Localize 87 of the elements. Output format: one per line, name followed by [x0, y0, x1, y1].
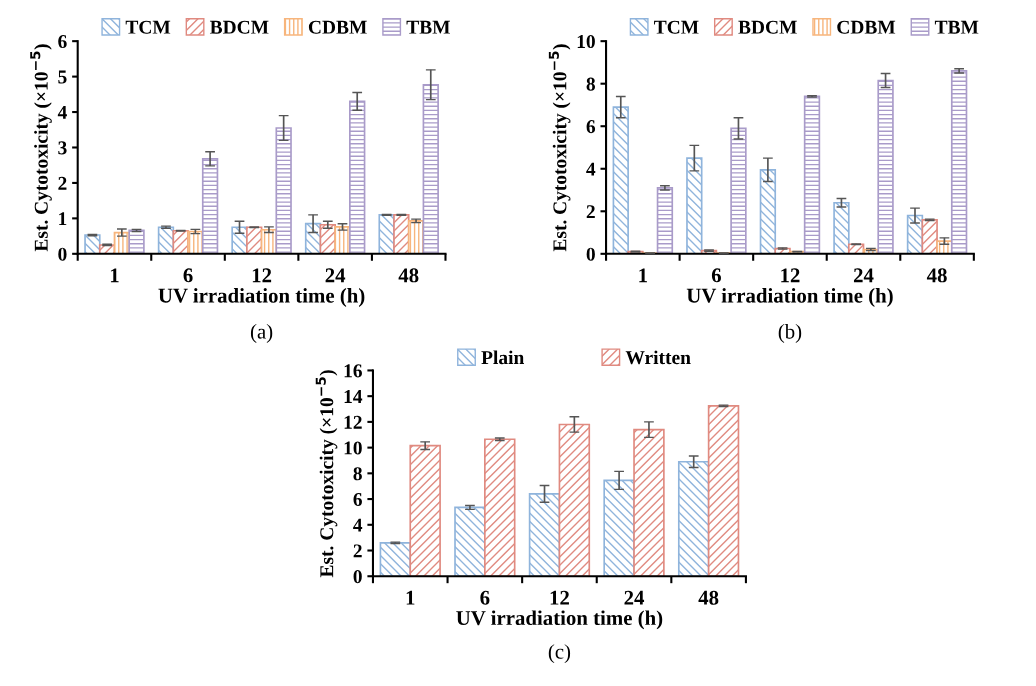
bar — [686, 157, 703, 254]
x-tick-label: 48 — [398, 268, 419, 283]
y-tick-label: 1 — [59, 212, 67, 226]
y-tick-label: 3 — [58, 141, 67, 155]
legend-label: TCM — [654, 20, 699, 34]
x-tick-label: 12 — [781, 268, 800, 283]
y-tick-label: 2 — [353, 544, 362, 558]
y-tick-label: 10 — [344, 441, 362, 455]
y-tick-label: 0 — [586, 247, 595, 261]
y-axis-title: Est. Cytotoxicity (×10$^{−5}$) — [30, 44, 52, 252]
legend-label: CDBM — [308, 20, 367, 34]
text: (c) — [548, 644, 571, 664]
y-tick-label: 16 — [344, 364, 362, 378]
bar — [454, 506, 486, 577]
bar — [231, 226, 248, 254]
y-tick-label: 2 — [586, 205, 595, 219]
y-axis-title: Est. Cytotoxicity (×10$^{−5}$) — [315, 370, 338, 578]
x-tick-label: 24 — [853, 268, 874, 283]
y-tick-label: 4 — [353, 518, 363, 532]
x-tick-label: 48 — [698, 590, 719, 605]
bar — [759, 168, 777, 254]
y-axis-title: Est. Cytotoxicity (×10$^{−5}$) — [548, 44, 571, 252]
bar — [275, 127, 292, 254]
bar — [201, 157, 219, 254]
bar — [677, 460, 710, 577]
y-tick-label: 6 — [586, 120, 596, 134]
bar — [128, 229, 145, 254]
y-tick-label: 6 — [58, 35, 67, 49]
bar — [409, 444, 441, 577]
bar — [730, 127, 747, 254]
y-tick-label: 14 — [344, 390, 363, 403]
y-tick-label: 8 — [353, 467, 362, 481]
x-tick-label: 1 — [110, 268, 119, 283]
x-tick-label: 1 — [639, 268, 647, 283]
bar — [378, 213, 395, 254]
legend-label: BDCM — [209, 20, 269, 34]
bar — [528, 493, 561, 577]
y-tick-label: 10 — [577, 34, 595, 49]
y-tick-label: 4 — [586, 162, 596, 176]
bar — [803, 95, 821, 254]
x-tick-label: 6 — [480, 590, 490, 605]
bar — [422, 83, 439, 254]
legend-label: Plain — [481, 350, 525, 365]
legend-label: TBM — [406, 20, 450, 34]
legend-label: Written — [625, 350, 691, 365]
x-tick-label: 12 — [252, 268, 272, 283]
bar — [707, 404, 740, 577]
text: (b) — [778, 324, 802, 343]
bar — [84, 234, 101, 254]
x-axis-title: UV irradiation time (h) — [456, 610, 663, 630]
x-tick-label: 24 — [325, 268, 346, 283]
x-tick-label: 6 — [183, 268, 193, 283]
bar — [612, 106, 629, 254]
x-axis-title: UV irradiation time (h) — [158, 287, 365, 307]
y-tick-label: 5 — [58, 70, 67, 84]
x-tick-label: 48 — [926, 268, 947, 283]
legend-label: TCM — [125, 20, 171, 34]
y-tick-label: 8 — [586, 77, 595, 91]
bar — [407, 220, 425, 254]
bar — [877, 79, 894, 254]
legend-label: BDCM — [738, 20, 797, 34]
bar — [484, 438, 516, 577]
legend-label: CDBM — [837, 20, 896, 34]
bar — [656, 187, 674, 254]
bar — [246, 226, 263, 254]
bar — [379, 541, 412, 577]
y-tick-label: 0 — [353, 570, 362, 584]
bar — [603, 479, 635, 577]
bar — [921, 218, 938, 254]
bar — [349, 100, 366, 254]
legend-label: TBM — [934, 20, 979, 34]
bar — [558, 423, 591, 577]
bar — [633, 428, 665, 577]
x-tick-label: 1 — [406, 590, 415, 605]
bar — [393, 213, 410, 254]
y-tick-label: 2 — [58, 176, 67, 190]
x-tick-label: 12 — [550, 590, 569, 605]
x-tick-label: 24 — [624, 590, 645, 605]
y-tick-label: 6 — [353, 492, 362, 506]
y-tick-label: 0 — [58, 247, 67, 261]
bar — [950, 70, 968, 254]
bar — [833, 201, 850, 254]
x-tick-label: 6 — [711, 268, 721, 283]
text: (a) — [250, 324, 273, 343]
x-axis-title: UV irradiation time (h) — [686, 287, 893, 307]
y-tick-label: 4 — [57, 105, 67, 119]
y-tick-label: 12 — [344, 415, 362, 429]
